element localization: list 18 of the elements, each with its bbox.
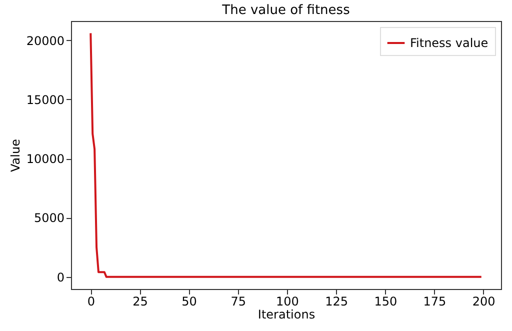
y-tick-label: 5000 [34,211,64,226]
x-tick-label: 125 [325,294,348,308]
x-tick-label: 100 [276,294,299,308]
x-tick-label: 0 [87,294,95,308]
y-tick-label: 10000 [26,152,64,166]
x-tick-label: 200 [472,294,496,308]
legend-label: Fitness value [410,36,488,50]
chart-title: The value of fitness [221,3,350,18]
x-tick-label: 75 [230,294,246,308]
y-tick-label: 20000 [26,34,64,48]
y-axis-title: Value [8,139,22,172]
x-tick-label: 175 [423,294,446,308]
y-tick-label: 0 [56,270,64,284]
x-tick-label: 150 [374,294,398,308]
x-tick-label: 50 [182,294,197,308]
y-tick-label: 15000 [26,92,64,107]
x-axis-title: Iterations [258,308,316,322]
x-tick-label: 25 [132,294,148,308]
